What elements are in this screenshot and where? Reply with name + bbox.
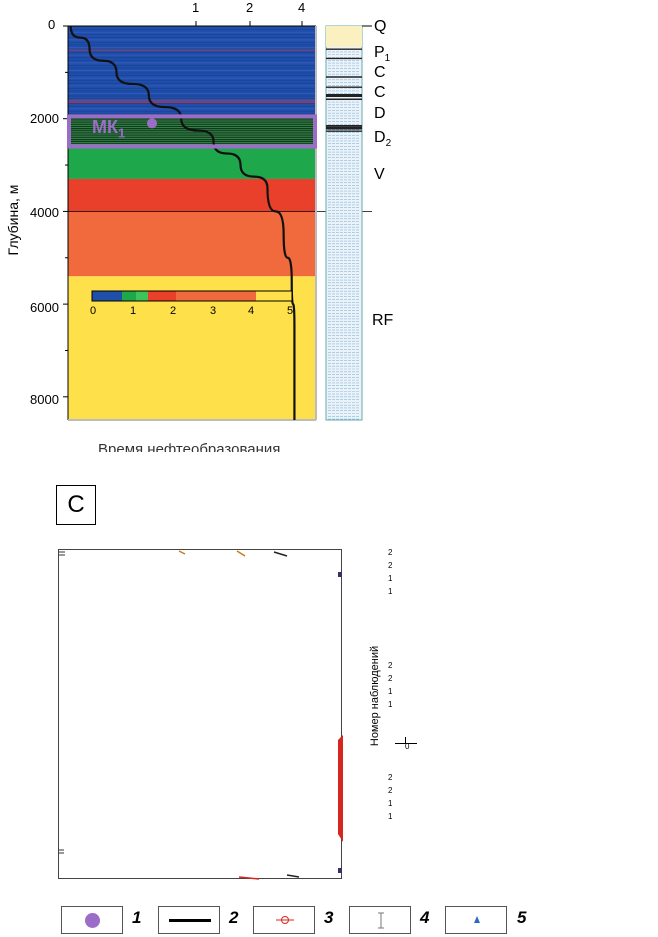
legend-circle-red-icon (276, 916, 294, 924)
legend-box-2 (158, 906, 220, 934)
panel-c-zero-axis: 0 (393, 737, 417, 751)
highlight-rect (67, 114, 317, 149)
legend-num: 4 (420, 908, 430, 927)
y-axis-label: Глубина, м (5, 184, 21, 256)
obs-tick: 2 (388, 674, 393, 683)
legend-box-1 (61, 906, 123, 934)
colorbar-tick: 1 (130, 305, 137, 317)
obs-tick: 1 (388, 799, 393, 808)
panel-c-plot (58, 549, 343, 880)
depth-layer (68, 146, 316, 179)
obs-tick: 2 (388, 661, 393, 670)
legend-num: 1 (132, 908, 142, 927)
colorbar-segment (176, 291, 256, 301)
panel-c-marks (59, 550, 343, 880)
legend-box-4 (349, 906, 411, 934)
obs-tick: 2 (388, 548, 393, 557)
highlight-band (67, 114, 317, 149)
obs-tick: 2 (388, 561, 393, 570)
obs-tick: 1 (388, 700, 393, 709)
lithology-q-layer (326, 26, 362, 47)
y-tick-label: 8000 (30, 392, 59, 407)
obs-tick: 1 (388, 812, 393, 821)
x-tick-label: 4 (298, 0, 306, 15)
strat-label: C (374, 84, 386, 101)
colorbar-tick: 3 (210, 305, 217, 317)
legend-circle-icon (85, 913, 100, 928)
legend-box-3 (253, 906, 315, 934)
colorbar (91, 290, 293, 302)
depth-layers (68, 26, 316, 420)
strat-label: C (374, 64, 386, 81)
legend-num: 3 (324, 908, 334, 927)
x-axis-label: Время нефтеобразования (98, 441, 281, 452)
panel-c-letter: C (56, 485, 96, 525)
depth-layer (68, 26, 316, 115)
strat-label: D2 (374, 129, 392, 150)
colorbar-segment (92, 291, 122, 301)
legend-errorbar-icon (378, 912, 384, 929)
strat-label: RF (372, 312, 394, 329)
x-tick-label: 1 (192, 0, 200, 15)
y-tick-label: 2000 (30, 111, 59, 126)
legend-num: 5 (517, 908, 527, 927)
obs-tick: 1 (388, 687, 393, 696)
colorbar-segment (122, 291, 136, 301)
colorbar-tick: 0 (90, 305, 97, 317)
strat-label: D (374, 105, 386, 122)
colorbar-segment (256, 291, 292, 301)
y-tick-label: 4000 (30, 205, 59, 220)
colorbar-tick: 2 (170, 305, 177, 317)
marker-point (147, 118, 157, 129)
marker-label: МК1 (92, 117, 126, 141)
y-tick-label: 0 (48, 17, 56, 32)
lithology-frame (325, 25, 363, 421)
legend-box-5 (445, 906, 507, 934)
colorbar-segment (136, 291, 148, 301)
colorbar-segment (148, 291, 176, 301)
legend-triangle-icon (474, 916, 480, 923)
obs-tick: 2 (388, 786, 393, 795)
legend-line-icon (169, 919, 211, 922)
colorbar-tick: 5 (287, 305, 294, 317)
obs-tick: 2 (388, 773, 393, 782)
panel-c-ylabel: Номер наблюдений (369, 645, 381, 747)
y-tick-label: 6000 (30, 300, 59, 315)
obs-tick: 1 (388, 574, 393, 583)
strat-label: Q (374, 18, 387, 35)
strat-label: P1 (374, 44, 391, 65)
depth-layer (68, 178, 316, 212)
colorbar-frame (91, 290, 293, 302)
depth-heatmap-chart (63, 21, 372, 421)
x-tick-label: 2 (246, 0, 254, 15)
strat-label: V (374, 166, 385, 183)
legend-num: 2 (229, 908, 239, 927)
depth-layer (68, 211, 316, 277)
depth-axis (63, 21, 317, 421)
lithology-column (325, 25, 372, 421)
obs-tick: 1 (388, 587, 393, 596)
colorbar-tick: 4 (248, 305, 255, 317)
